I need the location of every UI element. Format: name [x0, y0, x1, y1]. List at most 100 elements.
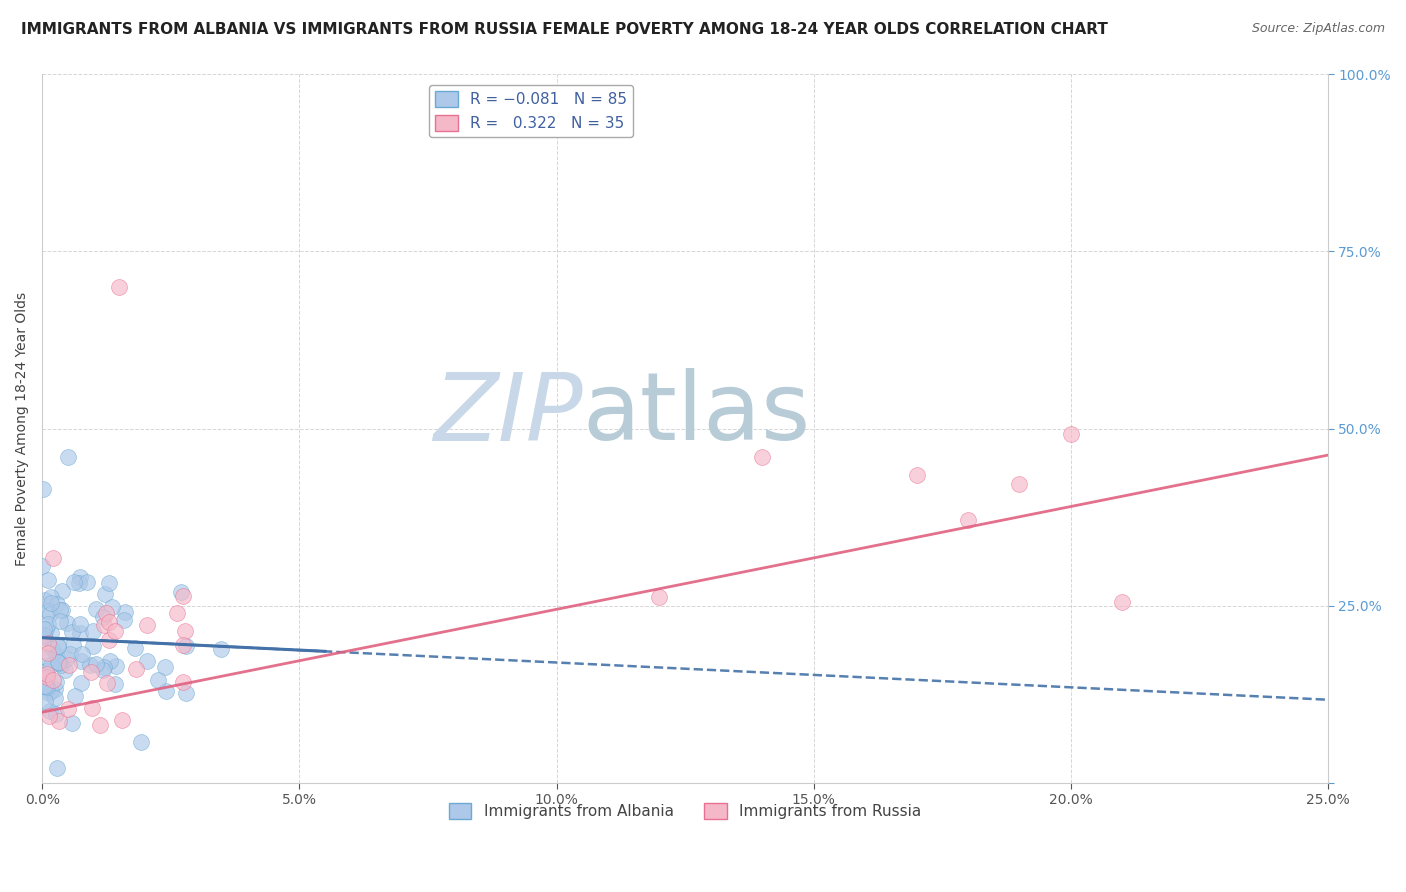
Point — [172, 675, 194, 690]
Point — [172, 589, 194, 603]
Point — [51, 584, 73, 599]
Point — [37, 680, 59, 694]
Point — [41, 626, 63, 640]
Point — [97, 576, 120, 591]
Point — [35, 622, 58, 636]
Point — [32, 483, 55, 497]
Point — [136, 618, 159, 632]
Point — [173, 624, 195, 639]
Point — [84, 657, 107, 671]
Point — [69, 625, 91, 640]
Point — [39, 684, 62, 698]
Point — [42, 551, 65, 566]
Point — [104, 676, 127, 690]
Point — [100, 600, 122, 615]
Point — [42, 673, 65, 688]
Point — [82, 624, 104, 639]
Text: atlas: atlas — [582, 368, 810, 460]
Point — [45, 675, 67, 690]
Point — [176, 686, 198, 700]
Point — [93, 617, 115, 632]
Point — [46, 640, 69, 654]
Point — [34, 678, 56, 692]
Point — [209, 641, 232, 656]
Point — [174, 639, 197, 653]
Point — [166, 607, 188, 621]
Point — [37, 617, 59, 632]
Point — [39, 704, 62, 718]
Point — [136, 654, 159, 668]
Point — [49, 603, 72, 617]
Point — [70, 675, 93, 690]
Point — [37, 574, 59, 588]
Point — [37, 636, 59, 650]
Point — [58, 658, 80, 673]
Point — [114, 605, 136, 619]
Text: ZIP: ZIP — [433, 369, 582, 460]
Text: IMMIGRANTS FROM ALBANIA VS IMMIGRANTS FROM RUSSIA FEMALE POVERTY AMONG 18-24 YEA: IMMIGRANTS FROM ALBANIA VS IMMIGRANTS FR… — [21, 22, 1108, 37]
Point — [48, 639, 70, 653]
Point — [1111, 595, 1133, 609]
Point — [67, 576, 90, 591]
Point — [155, 684, 177, 698]
Point — [37, 646, 59, 660]
Point — [108, 279, 131, 293]
Point — [55, 664, 77, 678]
Point — [63, 689, 86, 703]
Point — [80, 665, 103, 680]
Point — [956, 513, 979, 527]
Point — [60, 624, 83, 639]
Point — [39, 657, 62, 672]
Point — [93, 660, 115, 674]
Point — [82, 700, 104, 714]
Point — [39, 590, 62, 604]
Point — [49, 658, 72, 673]
Point — [56, 450, 79, 464]
Point — [51, 603, 73, 617]
Point — [45, 648, 67, 662]
Point — [129, 735, 152, 749]
Point — [35, 665, 58, 679]
Point — [94, 587, 117, 601]
Point — [34, 694, 56, 708]
Point — [48, 657, 70, 671]
Point — [41, 640, 63, 655]
Point — [55, 652, 77, 666]
Point — [98, 615, 121, 629]
Point — [86, 601, 108, 615]
Y-axis label: Female Poverty Among 18-24 Year Olds: Female Poverty Among 18-24 Year Olds — [15, 292, 30, 566]
Point — [124, 641, 146, 656]
Point — [31, 559, 53, 574]
Point — [46, 655, 69, 669]
Point — [104, 659, 127, 673]
Point — [34, 649, 56, 664]
Point — [104, 624, 127, 639]
Point — [76, 574, 98, 589]
Point — [172, 639, 194, 653]
Point — [63, 575, 86, 590]
Point — [56, 615, 79, 630]
Point — [648, 590, 671, 604]
Point — [37, 670, 59, 684]
Point — [32, 630, 55, 644]
Point — [96, 676, 118, 690]
Point — [62, 638, 84, 652]
Point — [37, 667, 59, 681]
Point — [69, 617, 91, 632]
Point — [44, 681, 66, 696]
Point — [39, 596, 62, 610]
Point — [32, 622, 55, 636]
Point — [112, 613, 135, 627]
Text: Source: ZipAtlas.com: Source: ZipAtlas.com — [1251, 22, 1385, 36]
Point — [37, 604, 59, 618]
Point — [56, 701, 79, 715]
Point — [97, 633, 120, 648]
Point — [45, 707, 67, 722]
Point — [46, 597, 69, 611]
Point — [82, 640, 104, 654]
Point — [49, 614, 72, 628]
Point — [153, 660, 176, 674]
Point — [91, 663, 114, 677]
Point — [89, 718, 111, 732]
Point — [32, 628, 55, 642]
